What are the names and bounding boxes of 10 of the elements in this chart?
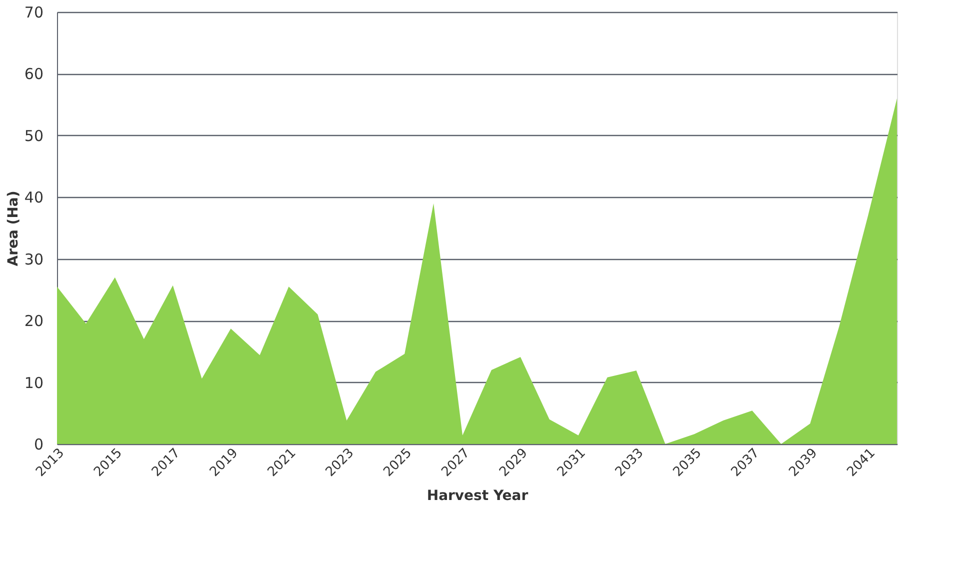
y-tick-label: 70	[24, 4, 44, 22]
y-tick-label: 20	[24, 312, 44, 330]
y-tick-label: 0	[34, 436, 44, 454]
y-tick-label: 50	[24, 126, 44, 145]
y-axis-title: Area (Ha)	[5, 190, 22, 266]
y-tick-label: 40	[24, 188, 44, 207]
y-tick-label: 30	[24, 250, 44, 268]
y-tick-label: 60	[24, 65, 44, 84]
x-axis-title: Harvest Year	[426, 488, 528, 504]
y-tick-label: 10	[24, 374, 44, 392]
